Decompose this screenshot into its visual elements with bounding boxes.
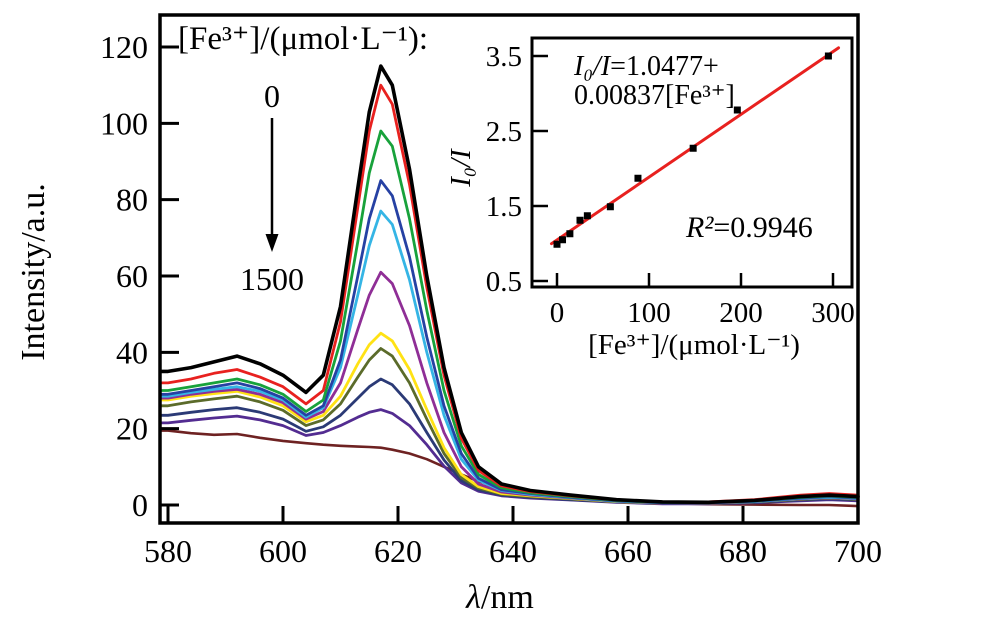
fit-equation-line2: 0.00837[Fe³⁺]: [574, 80, 735, 111]
scatter-point: [634, 174, 642, 182]
y-axis-label: Intensity/a.u.: [15, 183, 52, 361]
scatter-point: [583, 212, 591, 220]
fit-equation-line1: I₀/I=1.0477+: [573, 51, 719, 82]
down-arrow-icon: [265, 118, 279, 252]
main-axis-ticks: 0 20 40 60 80 100 120 580 600 620 640 660 680 700: [100, 29, 882, 569]
inset-x-tick-label: 300: [811, 297, 855, 329]
annotation-end-value: 1500: [240, 261, 304, 297]
inset-content-group: 0.5 1.5 2.5 3.5 0 100 200 300: [486, 41, 855, 329]
spectrum-curve-olive: [159, 347, 860, 505]
scatter-point: [576, 216, 584, 224]
x-tick-label: 680: [719, 533, 767, 569]
inset-y-tick-label: 0.5: [486, 266, 522, 298]
y-tick-label: 20: [116, 411, 148, 447]
y-tick-label: 40: [116, 334, 148, 370]
annotation-start-value: 0: [264, 78, 280, 114]
inset-y-tick-label: 3.5: [486, 41, 522, 73]
y-tick-label: 100: [100, 105, 148, 141]
inset-x-tick-label: 100: [627, 297, 671, 329]
concentration-annotation-title: [Fe³⁺]/(μmol·L⁻¹):: [178, 21, 428, 57]
x-tick-label: 580: [144, 533, 192, 569]
x-axis-label: λ/nm: [465, 579, 534, 616]
main-plot-frame: [158, 13, 860, 525]
scatter-point: [824, 52, 832, 60]
x-tick-label: 620: [374, 533, 422, 569]
spectrum-curve-black: [158, 64, 860, 505]
spectra-curves-group: [158, 64, 860, 508]
scatter-point: [553, 240, 561, 248]
inset-y-tick-label: 1.5: [486, 191, 522, 223]
x-tick-label: 700: [834, 533, 882, 569]
scatter-point: [689, 144, 697, 152]
scatter-point: [733, 106, 741, 114]
inset-x-axis-label: [Fe³⁺]/(μmol·L⁻¹): [588, 329, 800, 361]
y-tick-label: 80: [116, 182, 148, 218]
x-tick-label: 600: [259, 533, 307, 569]
scatter-point: [559, 236, 567, 244]
y-tick-label: 0: [132, 487, 148, 523]
inset-y-tick-label: 2.5: [486, 116, 522, 148]
x-tick-label: 640: [489, 533, 537, 569]
x-tick-label: 660: [604, 533, 652, 569]
y-tick-label: 60: [116, 258, 148, 294]
inset-x-tick-label: 0: [550, 297, 565, 329]
scatter-point: [606, 203, 614, 211]
r-squared-value: R²=0.9946: [685, 211, 813, 244]
scatter-point: [566, 230, 574, 238]
inset-x-tick-label: 200: [719, 297, 763, 329]
inset-plot-frame: [530, 36, 854, 289]
y-tick-label: 120: [100, 29, 148, 65]
inset-y-axis-label: I₀/I: [445, 148, 477, 188]
